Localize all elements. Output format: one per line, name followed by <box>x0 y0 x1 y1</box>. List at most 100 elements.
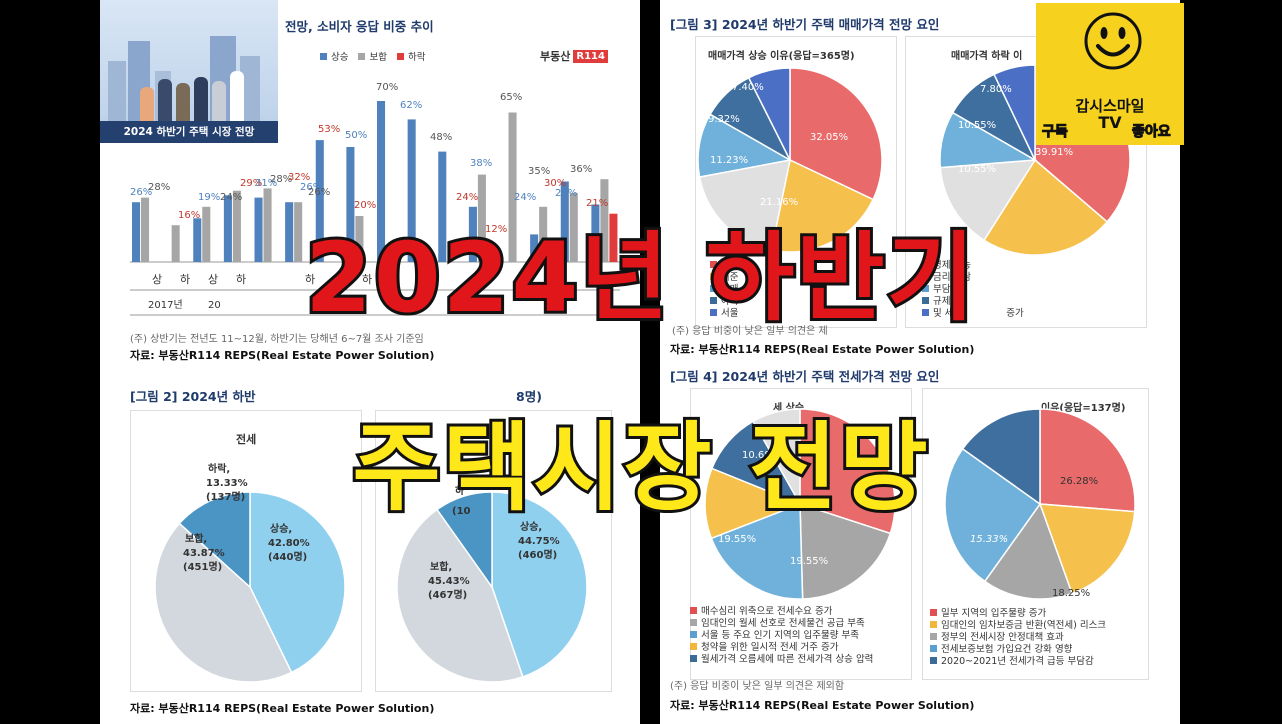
fig4-pie1-slice-5 <box>752 408 801 507</box>
subscribe-button[interactable]: 구독 <box>1042 124 1069 141</box>
legend-fall: 하락 <box>407 52 426 63</box>
fig2-pie2-slice-1 <box>396 508 524 683</box>
fig4-pie2-legend: 일부 지역의 입주물량 증가 임대인의 임차보증금 반환(역전세) 리스크 정부… <box>930 606 1106 667</box>
fig1-bar <box>315 140 324 262</box>
fig3-pie1-label: 7.40% <box>732 82 764 93</box>
fig4-pie2-label: 18.25% <box>1052 588 1090 599</box>
fig2-pie2-label: 하 <box>455 484 465 497</box>
fig1-bar <box>232 190 241 262</box>
fig1-caption: 전망, 소비자 응답 비중 추이 <box>285 19 434 34</box>
fig1-bar <box>560 181 569 262</box>
fig2-pie2-slice-2 <box>435 491 493 590</box>
fig3-pie1-title: 매매가격 상승 이유(응답=365명) <box>708 51 855 62</box>
fig1-bar <box>254 197 263 262</box>
fig4-pie1-slice-3 <box>704 467 803 540</box>
fig1-source: 자료: 부동산R114 REPS(Real Estate Power Solut… <box>130 349 435 362</box>
fig4-pie1-label: 10.68% <box>742 450 780 461</box>
fig1-data-label: 28% <box>270 174 292 185</box>
fig3-pie1-label: 9.32% <box>708 114 740 125</box>
fig4-pie2-slice-3 <box>944 447 1042 583</box>
fig2-source: 자료: 부동산R114 REPS(Real Estate Power Solut… <box>130 702 435 715</box>
fig1-x-tick-label: 하 <box>236 272 246 286</box>
fig1-bar <box>477 174 486 262</box>
fig3-pie2-label: 10.55% <box>958 120 996 131</box>
fig3-pie1-slice-2 <box>698 159 791 251</box>
fig1-data-label: 65% <box>500 92 522 103</box>
thumbnail-title-line2: 주택시장 전망 <box>349 409 930 527</box>
fig2-pies: 하락,13.33%(137명)보합,43.87%(451명)상승,42.80%(… <box>154 462 588 683</box>
people-illustration <box>140 66 250 121</box>
fig1-data-label: 31% <box>255 178 277 189</box>
fig2-pie1-pct: 13.33% <box>206 478 248 489</box>
channel-name-tv: TV <box>1098 113 1122 132</box>
fig1-data-label: 24% <box>514 192 536 203</box>
fig1-bar <box>508 112 517 262</box>
fig1-bar <box>530 234 539 262</box>
fig3-pie1-label: 11.23% <box>710 155 748 166</box>
fig1-bar <box>609 213 618 262</box>
fig3-pie1-slice-1 <box>770 158 875 253</box>
fig4-pie1-label: 19.55% <box>790 556 828 567</box>
fig3-pie2-title: 매매가격 하락 이 <box>951 51 1023 62</box>
fig1-data-label: 24% <box>220 192 242 203</box>
smiley-icon <box>1083 11 1143 71</box>
fig1-bar <box>438 151 447 262</box>
fig2-pie2-pct: 44.75% <box>518 536 560 547</box>
fig2-pie2-count: (10 <box>452 506 471 517</box>
fig2-pie1-label: 상승, <box>270 522 292 535</box>
fig2-caption-left: [그림 2] 2024년 하반 <box>130 389 256 404</box>
fig3-pie2-label: 7.80% <box>980 84 1012 95</box>
fig2-pie2-label: 보합, <box>430 560 452 573</box>
fig1-bar <box>600 179 609 262</box>
fig3-pie2-slice-1 <box>983 158 1109 256</box>
like-button[interactable]: 좋아요 <box>1132 124 1172 141</box>
fig3-pie1-legend: 핵심 기준 급매 아파 서울 <box>710 258 738 319</box>
fig1-bar <box>355 216 364 262</box>
fig1-data-label: 32% <box>288 172 310 183</box>
fig4-pie2-slice-1 <box>1038 503 1136 595</box>
fig1-bar <box>346 147 355 262</box>
fig4-source: 자료: 부동산R114 REPS(Real Estate Power Solut… <box>670 699 975 712</box>
fig1-data-label: 25% <box>555 188 577 199</box>
fig4-pie1-slice-0 <box>799 408 896 535</box>
fig2-pie1-pct: 43.87% <box>183 548 225 559</box>
fig2-pie1-label: 하락, <box>208 462 230 475</box>
channel-badge: 갑시스마일 TV 구독 좋아요 <box>1036 3 1184 145</box>
fig2-pie1-count: (451명) <box>183 560 222 573</box>
fig4-pies: 10.68% 19.55% 19.55% 26.28% 15.33% 18.25% <box>704 408 1136 600</box>
fig4-pie2-label: 26.28% <box>1060 476 1098 487</box>
fig3-pie1-label: 21.16% <box>760 197 798 208</box>
fig1-x-tick-label: 하 <box>180 272 190 286</box>
fig1-bar <box>141 197 150 262</box>
fig1-panel: 전망, 소비자 응답 비중 추이 상승 보합 하락 부동산 R114 26% 28… <box>100 0 640 372</box>
fig3-note: (주) 응답 비중이 낮은 일부 의견은 제 <box>672 326 828 337</box>
fig1-bar <box>468 206 477 262</box>
fig1-bar <box>591 204 600 262</box>
fig4-pie1-slice-1 <box>799 502 892 600</box>
fig1-data-label: 48% <box>430 132 452 143</box>
fig2-pie2-pct: 45.43% <box>428 576 470 587</box>
fig1-legend: 상승 보합 하락 <box>320 50 426 63</box>
fig1-data-label: 53% <box>318 124 340 135</box>
fig1-x-tick-label: 상 <box>208 273 218 286</box>
fig3-pie2-label: 10.55% <box>958 164 996 175</box>
fig1-data-label: 20% <box>354 200 376 211</box>
fig1-data-label: 62% <box>400 100 422 111</box>
fig1-data-label: 70% <box>376 82 398 93</box>
fig3-pie1-slice-5 <box>747 67 791 161</box>
fig2-pie1-slice-1 <box>154 522 293 683</box>
fig1-data-label: 24% <box>456 192 478 203</box>
fig1-bar <box>377 101 386 262</box>
fig1-bar <box>223 195 232 262</box>
fig3-pie2-slice-2 <box>939 159 1037 242</box>
fig2-caption-right: 8명) <box>516 389 542 404</box>
fig4-pie2-label: 15.33% <box>970 534 1008 545</box>
fig2-pie1-slice-0 <box>249 491 346 674</box>
fig3-source: 자료: 부동산R114 REPS(Real Estate Power Solut… <box>670 343 975 356</box>
fig1-bar <box>202 206 211 262</box>
fig1-year-label: 2 <box>400 300 406 311</box>
channel-name: 갑시스마일 <box>1075 97 1145 115</box>
fig3-pie2-label: 39.91% <box>1035 147 1073 158</box>
fig1-bar <box>193 218 202 262</box>
fig4-pie1-title: 세 상승 <box>773 403 805 414</box>
